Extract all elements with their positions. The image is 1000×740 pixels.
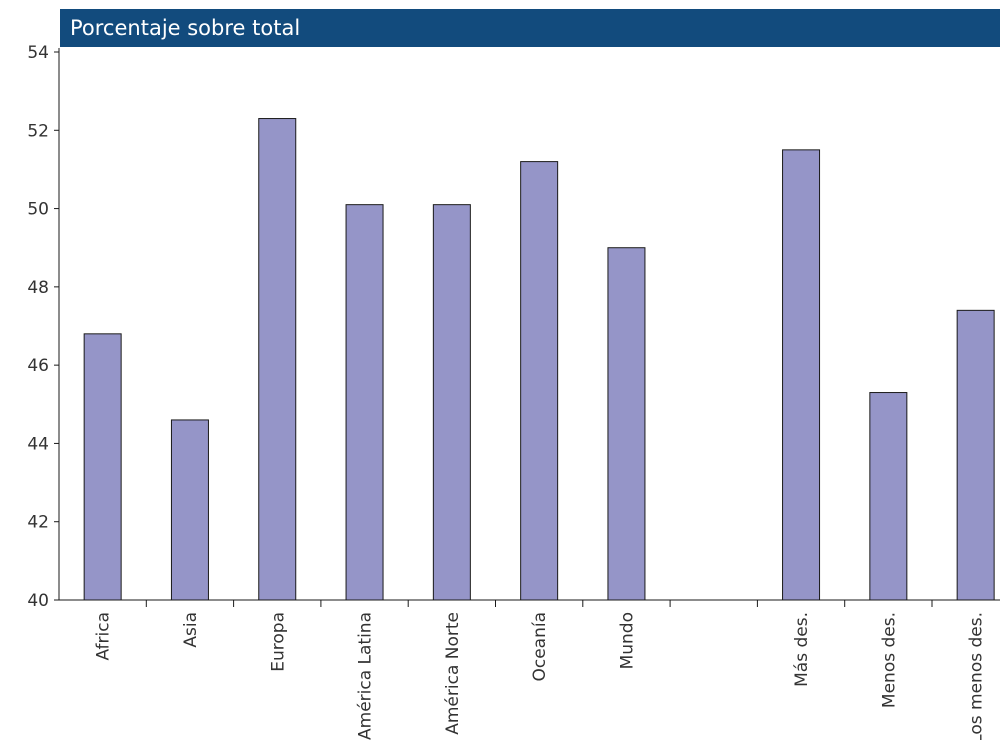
bar-américa-latina [345, 204, 384, 601]
bar-américa-norte [432, 204, 471, 601]
x-category-label: América Norte [443, 612, 463, 735]
y-axis-ticks: 40 42 44 46 48 50 52 54 [27, 43, 59, 611]
y-tick-label: 52 [27, 121, 49, 141]
bar-europa [258, 118, 297, 601]
y-tick-label: 48 [27, 278, 49, 298]
x-category-label: Mundo [617, 612, 637, 669]
y-tick-label: 54 [27, 43, 49, 63]
chart-title: Porcentaje sobre total [70, 16, 301, 40]
y-tick-label: 40 [27, 591, 49, 611]
bar-africa [83, 333, 122, 601]
bar-asia [170, 419, 209, 601]
x-category-label: Europa [268, 612, 288, 672]
y-tick-label: 44 [27, 434, 49, 454]
bar-oceanía [520, 161, 559, 601]
x-category-label: Africa [94, 612, 114, 661]
x-category-label: América Latina [356, 612, 376, 740]
y-tick-label: 42 [27, 513, 49, 533]
x-axis-labels: Africa Asia Europa América Latina América No… [94, 612, 987, 740]
x-category-label: Más des. [792, 612, 812, 687]
x-category-label: Asia [181, 612, 201, 648]
bar-más-des- [782, 149, 821, 601]
y-tick-label: 46 [27, 356, 49, 376]
chart-title-banner: Porcentaje sobre total [60, 9, 1000, 47]
x-category-label: Menos des. [879, 612, 899, 708]
bar-los-menos-des- [956, 309, 995, 601]
bar-menos-des- [869, 392, 908, 601]
x-category-label: Oceanía [530, 612, 550, 682]
bars [83, 118, 995, 601]
x-category-label: Los menos des. [967, 612, 987, 740]
bar-mundo [607, 247, 646, 601]
y-tick-label: 50 [27, 200, 49, 220]
